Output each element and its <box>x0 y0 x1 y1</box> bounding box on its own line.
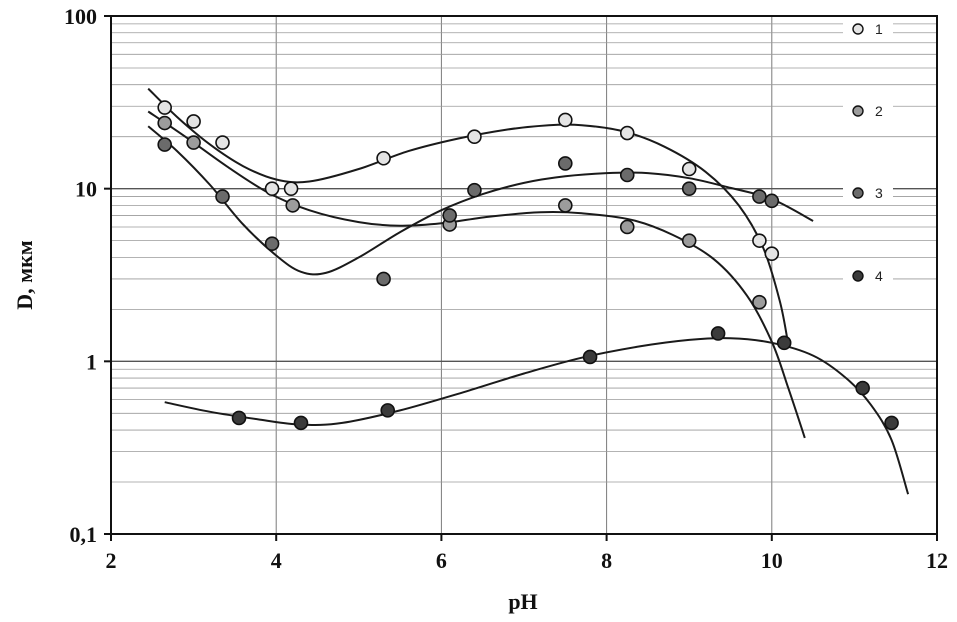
legend-marker-2 <box>852 105 864 117</box>
series-1-point <box>186 114 201 129</box>
legend: 1 2 3 4 <box>843 17 893 288</box>
series-4-point <box>582 349 598 365</box>
y-tick-label: 0,1 <box>70 522 98 547</box>
legend-background <box>843 99 893 123</box>
legend-background <box>843 264 893 288</box>
series-2-point <box>157 115 172 131</box>
series-2-curve <box>147 110 806 439</box>
data-points <box>157 100 899 431</box>
legend-marker-3 <box>852 187 864 199</box>
series-1-point <box>215 135 230 150</box>
series-4-point <box>380 403 396 418</box>
legend-label-2: 2 <box>875 103 883 119</box>
series-1-point <box>764 246 780 262</box>
x-axis-title: pH <box>508 589 537 614</box>
series-3-point <box>157 137 172 152</box>
series-3-point <box>681 181 697 196</box>
series-4-point <box>776 335 792 351</box>
series-2-point <box>186 135 201 150</box>
y-tick-label: 10 <box>75 177 97 202</box>
series-3-point <box>619 167 635 183</box>
y-tick-label: 1 <box>86 349 97 374</box>
series-1-point <box>681 161 697 177</box>
legend-marker-1 <box>852 23 864 35</box>
series-3-point <box>215 189 230 204</box>
series-3-point <box>376 271 391 287</box>
series-3-point <box>752 189 767 204</box>
series-2-point <box>752 294 767 310</box>
series-3-point <box>557 156 573 171</box>
series-1-point <box>157 100 172 115</box>
series-2-point <box>619 219 635 235</box>
series-3-point <box>764 193 780 209</box>
legend-label-4: 4 <box>875 268 883 284</box>
x-tick-label: 10 <box>761 548 783 573</box>
series-1-point <box>264 181 280 196</box>
x-tick-label: 6 <box>436 548 447 573</box>
series-3-point <box>467 182 482 198</box>
series-4-point <box>231 410 247 426</box>
series-2-point <box>285 198 301 213</box>
grid <box>110 16 938 535</box>
y-axis-title: D, мкм <box>12 240 37 310</box>
series-4-point <box>293 415 309 431</box>
x-tick-label: 12 <box>926 548 948 573</box>
series-1-point <box>283 181 299 196</box>
fitted-curves <box>147 87 910 495</box>
y-tick-label: 100 <box>64 4 97 29</box>
series-2-point <box>557 198 573 213</box>
legend-marker-4 <box>852 270 864 282</box>
series-1-curve <box>147 87 790 345</box>
series-1-point <box>376 150 391 166</box>
series-1-point <box>752 233 767 248</box>
series-3-point <box>264 236 280 252</box>
series-4-point <box>710 326 726 341</box>
series-1-point <box>619 125 635 141</box>
legend-label-3: 3 <box>875 185 883 201</box>
x-tick-label: 2 <box>106 548 117 573</box>
series-3-curve <box>147 125 814 276</box>
plot-frame <box>110 15 938 535</box>
x-tick-label: 8 <box>601 548 612 573</box>
x-tick-label: 4 <box>271 548 282 573</box>
series-1-point <box>467 129 482 144</box>
series-4-point <box>884 415 899 431</box>
series-4-point <box>855 380 870 396</box>
legend-background <box>843 17 893 41</box>
series-2-point <box>681 233 697 248</box>
series-1-point <box>557 112 573 128</box>
legend-background <box>843 181 893 205</box>
legend-label-1: 1 <box>875 21 883 37</box>
series-3-point <box>442 208 457 223</box>
